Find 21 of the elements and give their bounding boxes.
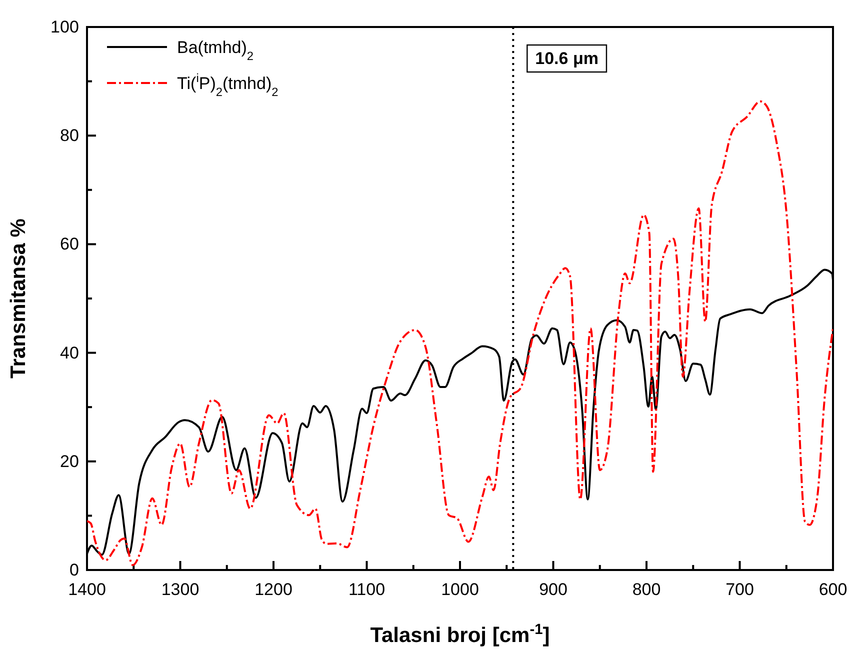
- y-tick-label: 60: [60, 234, 79, 254]
- y-axis-title: Transmitansa %: [7, 218, 30, 378]
- x-tick-label: 1400: [68, 580, 106, 600]
- ref-line-label: 10.6 μm: [535, 49, 598, 68]
- legend-label: Ti($^{i}$P)$_{2}$(tmhd)$_{2}$: [177, 71, 279, 99]
- x-axis-title: Talasni broj [cm$^{-1}$]: [370, 622, 550, 647]
- x-tick-label: 600: [818, 580, 848, 600]
- y-tick-label: 20: [60, 452, 79, 471]
- y-tick-label: 100: [50, 17, 79, 36]
- x-tick-label: 700: [726, 580, 754, 600]
- y-tick-label: 0: [69, 560, 79, 580]
- x-tick-label: 1000: [441, 580, 479, 600]
- y-tick-label: 80: [60, 126, 79, 146]
- x-tick-label: 1300: [161, 580, 200, 600]
- x-tick-label: 1100: [348, 580, 386, 600]
- y-tick-label: 40: [60, 343, 79, 362]
- x-tick-label: 800: [632, 580, 661, 600]
- x-tick-label: 900: [539, 580, 568, 600]
- line-series: [87, 100, 833, 566]
- legend-label: Ba(tmhd)$_{2}$: [177, 38, 254, 63]
- x-tick-label: 1200: [254, 580, 292, 600]
